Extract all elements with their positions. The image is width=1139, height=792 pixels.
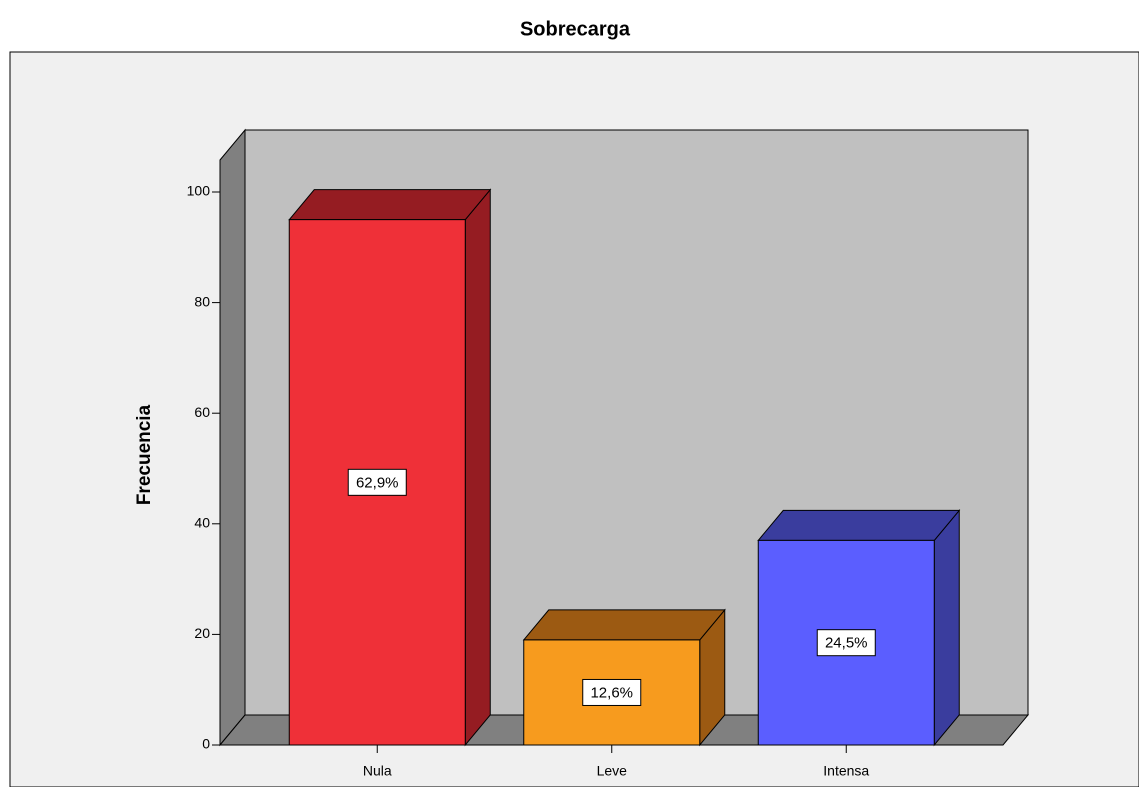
chart-title: Sobrecarga [520, 18, 631, 40]
data-label-box [816, 629, 876, 657]
x-tick-label: Intensa [823, 763, 869, 779]
y-tick-label: 60 [194, 404, 210, 420]
x-tick-label: Nula [363, 763, 392, 779]
bar-top [757, 509, 961, 541]
side-wall [219, 128, 246, 747]
bar-side [933, 509, 960, 747]
y-tick-label: 40 [194, 515, 210, 531]
bar-side [464, 188, 491, 747]
bar-top [288, 189, 492, 221]
y-axis-label: Frecuencia [134, 404, 155, 505]
data-label-box [582, 678, 642, 706]
data-label: 62,9% [356, 474, 399, 491]
y-tick-label: 20 [194, 625, 210, 641]
data-label: 24,5% [825, 635, 868, 652]
data-label-box [347, 468, 407, 496]
x-tick-label: Leve [597, 763, 628, 779]
y-tick-label: 0 [202, 736, 210, 752]
data-label: 12,6% [590, 684, 633, 701]
y-tick-label: 80 [194, 293, 210, 309]
y-tick-label: 100 [187, 183, 211, 199]
bar-top [522, 609, 726, 641]
